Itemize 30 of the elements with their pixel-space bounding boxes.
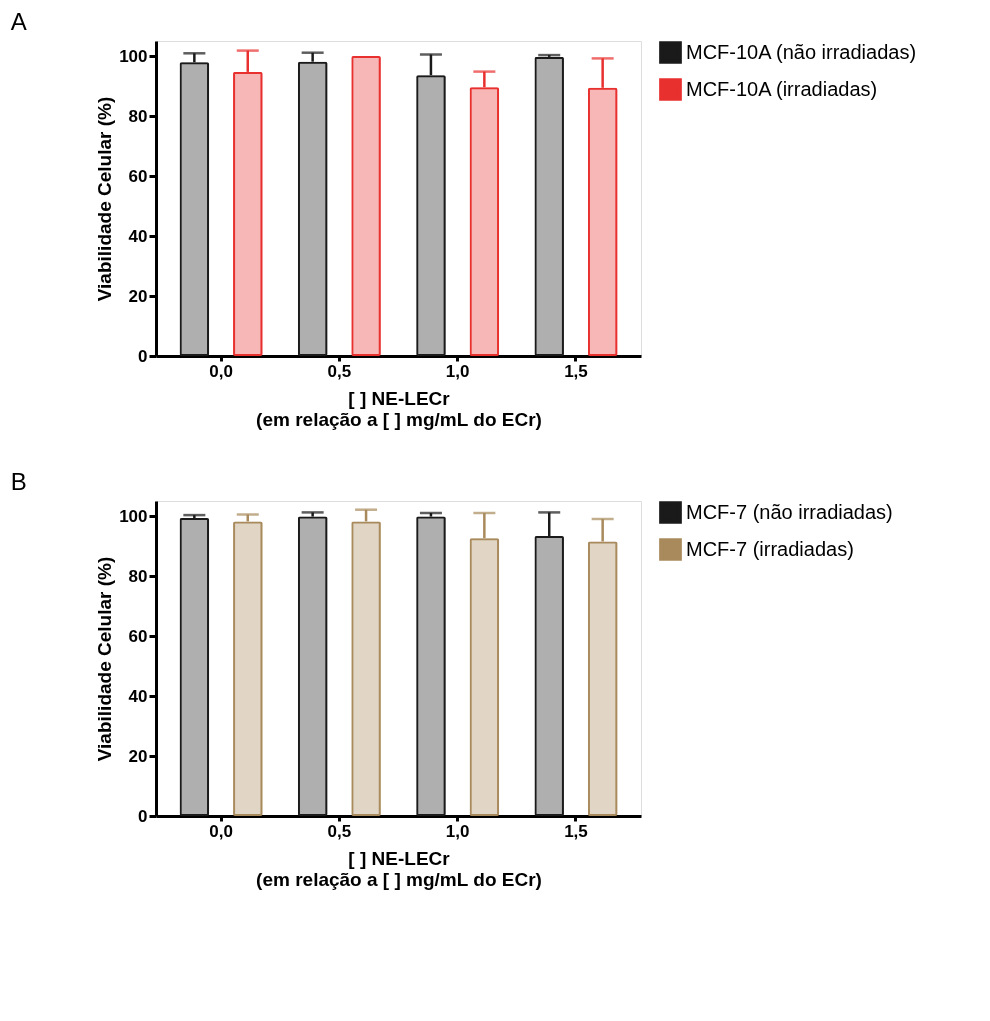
chart-title: A: [10, 8, 27, 35]
y-tick-label: 40: [128, 686, 148, 706]
y-axis-title: Viabilidade Celular (%): [94, 96, 116, 302]
legend-label: MCF-10A (irradiadas): [686, 77, 878, 100]
x-axis-title: [ ] NE-LECr (em relação a [ ] mg/mL do ECr): [256, 387, 542, 430]
y-tick-label: 100: [119, 506, 148, 526]
y-tick-label: 40: [128, 226, 148, 246]
x-tick-label: 1,0: [445, 821, 470, 841]
x-tick-label: 0,0: [209, 361, 233, 381]
x-tick-label: 0,0: [209, 821, 233, 841]
y-tick-label: 80: [128, 566, 148, 586]
y-tick-label: 60: [128, 166, 148, 186]
x-tick-label: 0,5: [327, 821, 352, 841]
y-tick-label: 0: [138, 806, 148, 826]
y-tick-label: 100: [119, 46, 148, 66]
y-tick-label: 20: [128, 286, 148, 306]
x-tick-label: 1,0: [445, 361, 470, 381]
y-tick-label: 60: [128, 626, 148, 646]
legend-label: MCF-10A (não irradiadas): [686, 40, 917, 63]
legend-label: MCF-7 (irradiadas): [686, 537, 854, 560]
chart-title: B: [10, 468, 27, 495]
x-tick-label: 1,5: [564, 821, 588, 841]
y-tick-label: 80: [128, 106, 148, 126]
y-axis-title: Viabilidade Celular (%): [94, 556, 116, 762]
x-tick-label: 0,5: [327, 361, 352, 381]
legend-label: MCF-7 (não irradiadas): [686, 500, 893, 523]
y-tick-label: 20: [128, 746, 148, 766]
x-tick-label: 1,5: [564, 361, 588, 381]
y-tick-label: 0: [138, 346, 148, 366]
x-axis-title: [ ] NE-LECr (em relação a [ ] mg/mL do ECr): [256, 847, 542, 890]
